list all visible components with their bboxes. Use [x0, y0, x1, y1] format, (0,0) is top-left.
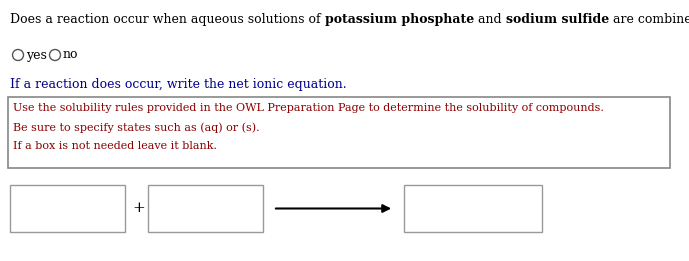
Text: and: and — [474, 13, 506, 26]
Bar — [404, 185, 542, 232]
Text: +: + — [132, 201, 145, 216]
Bar — [10, 185, 125, 232]
Text: Does a reaction occur when aqueous solutions of: Does a reaction occur when aqueous solut… — [10, 13, 325, 26]
Text: If a reaction does occur, write the net ionic equation.: If a reaction does occur, write the net … — [10, 78, 347, 91]
Text: If a box is not needed leave it blank.: If a box is not needed leave it blank. — [13, 141, 217, 151]
Text: sodium sulfide: sodium sulfide — [506, 13, 609, 26]
Bar — [148, 185, 263, 232]
Text: no: no — [63, 49, 79, 62]
Bar — [8, 97, 670, 168]
Text: Use the solubility rules provided in the OWL Preparation Page to determine the s: Use the solubility rules provided in the… — [13, 103, 604, 113]
Text: are combined?: are combined? — [609, 13, 689, 26]
Text: yes: yes — [26, 49, 47, 62]
Text: Be sure to specify states such as (aq) or (s).: Be sure to specify states such as (aq) o… — [13, 122, 260, 133]
Text: potassium phosphate: potassium phosphate — [325, 13, 474, 26]
